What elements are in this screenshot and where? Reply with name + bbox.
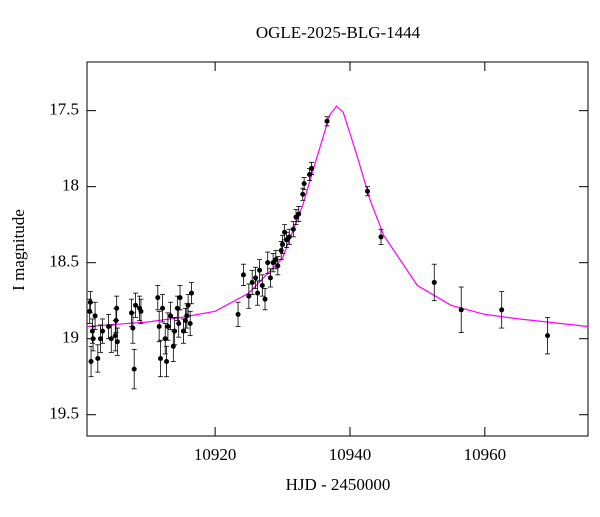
data-point [114, 305, 120, 311]
data-point [296, 211, 302, 217]
data-point [253, 275, 259, 281]
data-point [112, 333, 118, 339]
data-point [92, 313, 98, 319]
data-point [275, 263, 281, 269]
data-point [155, 295, 161, 301]
data-point [87, 299, 93, 305]
data-point [164, 359, 170, 365]
y-tick-label: 18.5 [49, 252, 79, 271]
data-point [267, 275, 273, 281]
data-point [176, 320, 182, 326]
data-point [280, 241, 286, 247]
x-axis-label: HJD - 2450000 [286, 475, 391, 494]
data-point [165, 324, 171, 330]
data-point [300, 191, 306, 197]
data-point [257, 267, 263, 273]
data-point [259, 282, 265, 288]
data-point [133, 302, 139, 308]
data-point [108, 336, 114, 342]
data-point [255, 290, 261, 296]
data-point [182, 317, 188, 323]
model-curve [87, 105, 588, 328]
x-tick-label: 10920 [194, 445, 237, 464]
data-point [458, 307, 464, 313]
data-point [249, 279, 255, 285]
data-point [138, 308, 144, 314]
data-point [160, 305, 166, 311]
data-point [88, 359, 94, 365]
chart-title: OGLE-2025-BLG-1444 [256, 23, 421, 42]
data-point [290, 226, 296, 232]
data-point [156, 324, 162, 330]
data-point [273, 257, 279, 263]
y-tick-label: 19 [62, 328, 79, 347]
data-point [131, 366, 137, 372]
data-point [114, 339, 120, 345]
data-point [95, 355, 101, 361]
data-point [499, 307, 505, 313]
data-point [187, 320, 193, 326]
data-point [235, 311, 241, 317]
data-point [324, 118, 330, 124]
y-tick-label: 17.5 [49, 100, 79, 119]
data-point [309, 165, 315, 171]
data-point [177, 295, 183, 301]
data-point [545, 333, 551, 339]
data-point [130, 325, 136, 331]
data-point [189, 290, 195, 296]
y-tick-label: 19.5 [49, 404, 79, 423]
data-point [240, 272, 246, 278]
x-tick-label: 10960 [464, 445, 507, 464]
data-point [168, 313, 174, 319]
data-point [278, 248, 284, 254]
data-point [301, 181, 307, 187]
data-point [265, 260, 271, 266]
plot-frame [86, 61, 589, 437]
data-point [378, 234, 384, 240]
x-tick-label: 10940 [329, 445, 372, 464]
data-point [157, 355, 163, 361]
data-point [286, 234, 292, 240]
y-axis-label: I magnitude [9, 209, 28, 291]
data-point [431, 279, 437, 285]
data-point [262, 296, 268, 302]
data-point [100, 328, 106, 334]
data-point [365, 188, 371, 194]
y-tick-label: 18 [62, 176, 79, 195]
data-point [97, 336, 103, 342]
data-point [172, 328, 178, 334]
data-point [90, 336, 96, 342]
